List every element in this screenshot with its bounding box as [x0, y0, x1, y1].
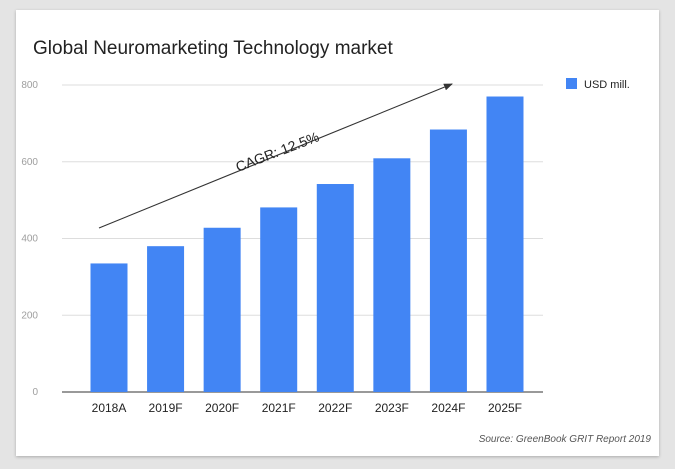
y-axis-ticks: 0 200 400 600 800	[21, 80, 38, 398]
legend: USD mill.	[566, 78, 630, 91]
chart-title: Global Neuromarketing Technology market	[33, 38, 393, 59]
x-tick-label: 2023F	[375, 401, 409, 415]
bar-2021F	[260, 207, 298, 392]
y-tick-label: 600	[21, 157, 38, 168]
bar-2020F	[203, 227, 241, 392]
x-tick-label: 2019F	[149, 401, 183, 415]
trend-arrow	[98, 83, 453, 229]
bar-2018A	[90, 263, 128, 392]
legend-swatch	[566, 78, 577, 89]
x-tick-label: 2018A	[92, 401, 127, 415]
y-tick-label: 400	[21, 234, 38, 245]
y-tick-label: 800	[21, 80, 38, 91]
bar-2023F	[373, 158, 411, 392]
bar-2025F	[486, 96, 524, 392]
bar-2024F	[429, 129, 467, 392]
x-tick-label: 2022F	[318, 401, 352, 415]
y-tick-label: 200	[21, 310, 38, 321]
x-tick-label: 2025F	[488, 401, 522, 415]
bar-2019F	[147, 246, 185, 392]
x-tick-label: 2021F	[262, 401, 296, 415]
cagr-label: CAGR: 12.5%	[233, 128, 321, 174]
x-axis-ticks: 2018A 2019F 2020F 2021F 2022F 2023F 2024F 2025F	[92, 401, 522, 415]
source-note: Source: GreenBook GRIT Report 2019	[478, 434, 651, 445]
x-tick-label: 2024F	[431, 401, 465, 415]
bars	[90, 96, 524, 392]
y-tick-label: 0	[32, 387, 38, 398]
legend-label: USD mill.	[584, 79, 630, 91]
x-tick-label: 2020F	[205, 401, 239, 415]
bar-2022F	[316, 184, 354, 392]
gridlines	[62, 84, 543, 393]
